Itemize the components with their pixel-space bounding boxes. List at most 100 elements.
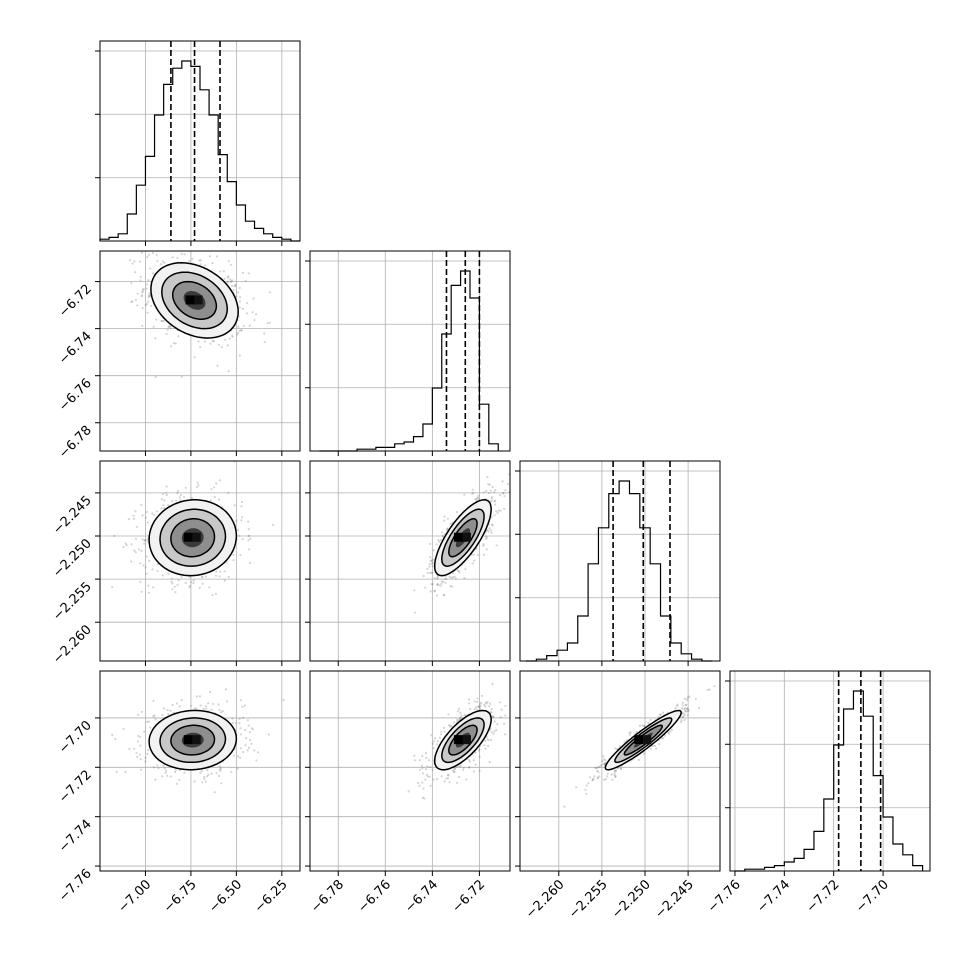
sample-point: [643, 725, 646, 728]
sample-point: [231, 279, 234, 282]
sample-point: [426, 775, 430, 778]
sample-point: [134, 551, 137, 554]
sample-point: [474, 751, 477, 754]
sample-point: [421, 796, 425, 799]
sample-point: [694, 697, 698, 701]
y-tick-label: −2.250: [50, 536, 95, 581]
sample-point: [429, 590, 432, 593]
sample-point: [426, 567, 429, 571]
sample-point: [450, 576, 453, 579]
sample-point: [491, 524, 494, 527]
sample-point: [649, 718, 652, 722]
y-tick-label: −6.74: [56, 329, 95, 368]
sample-point: [489, 738, 493, 742]
sample-point: [215, 574, 218, 577]
sample-point: [139, 580, 142, 584]
sample-point: [431, 561, 434, 564]
sample-point: [477, 494, 480, 498]
sample-point: [171, 703, 174, 707]
sample-point: [147, 294, 151, 297]
sample-point: [613, 769, 616, 773]
sample-point: [227, 370, 230, 373]
sample-point: [438, 736, 441, 739]
sample-point: [272, 523, 275, 527]
sample-point: [237, 331, 240, 335]
sample-point: [490, 523, 493, 526]
sample-point: [426, 765, 429, 768]
sample-point: [282, 698, 285, 702]
sample-point: [683, 714, 686, 717]
sample-point: [444, 581, 447, 584]
sample-point: [165, 332, 168, 335]
sample-point: [440, 531, 444, 534]
sample-point: [235, 519, 238, 523]
sample-point: [681, 715, 685, 718]
density-peak-cell: [183, 735, 193, 745]
joint-density-panel: −6.72 −6.74 −6.76 −6.78: [56, 250, 301, 462]
sample-point: [139, 758, 142, 761]
sample-point: [658, 743, 661, 746]
sample-point: [476, 700, 479, 704]
sample-point: [476, 705, 479, 708]
sample-point: [647, 721, 650, 725]
sample-point: [247, 272, 250, 275]
sample-point: [161, 260, 164, 263]
sample-point: [236, 767, 239, 770]
sample-point: [432, 549, 435, 552]
sample-point: [433, 577, 436, 580]
sample-point: [591, 779, 594, 782]
sample-point: [463, 577, 466, 580]
sample-point: [486, 528, 489, 531]
x-tick-label: −6.78: [308, 877, 347, 916]
sample-point: [141, 324, 144, 327]
sample-point: [597, 765, 601, 769]
sample-point: [478, 748, 481, 751]
sample-point: [651, 744, 655, 748]
x-tick-label: −6.74: [402, 877, 441, 916]
sample-point: [457, 570, 460, 573]
sample-point: [217, 703, 220, 706]
sample-point: [462, 768, 465, 771]
sample-point: [199, 259, 202, 262]
sample-point: [686, 707, 689, 710]
sample-point: [495, 510, 498, 513]
sample-point: [679, 720, 683, 724]
sample-point: [472, 491, 475, 494]
sample-point: [444, 578, 447, 581]
joint-density-panel: −6.78 −6.76 −6.74 −6.72: [305, 670, 511, 916]
y-tick-label: −2.260: [50, 622, 95, 667]
sample-point: [232, 754, 235, 757]
sample-point: [214, 592, 217, 596]
sample-point: [490, 711, 493, 714]
sample-point: [152, 715, 155, 718]
sample-point: [133, 747, 136, 750]
sample-point: [484, 535, 487, 538]
sample-point: [451, 576, 454, 579]
sample-point: [161, 319, 164, 323]
sample-point: [239, 727, 242, 730]
sample-point: [429, 542, 432, 546]
density-contour: [148, 499, 238, 577]
sample-point: [140, 768, 143, 771]
sample-point: [140, 503, 143, 506]
sample-point: [140, 549, 143, 553]
density-contour: [441, 508, 485, 567]
sample-point: [429, 571, 432, 575]
sample-point: [219, 570, 222, 573]
sample-point: [198, 259, 201, 262]
sample-point: [154, 337, 157, 340]
sample-point: [206, 769, 209, 772]
sample-point: [163, 261, 166, 264]
sample-point: [584, 788, 587, 791]
sample-point: [457, 710, 460, 713]
sample-point: [468, 765, 471, 769]
sample-point: [443, 730, 446, 733]
sample-point: [437, 539, 440, 542]
sample-point: [246, 749, 249, 752]
sample-point: [227, 491, 230, 494]
sample-point: [253, 318, 256, 322]
sample-point: [242, 324, 245, 328]
sample-point: [224, 338, 227, 341]
sample-point: [606, 772, 609, 775]
